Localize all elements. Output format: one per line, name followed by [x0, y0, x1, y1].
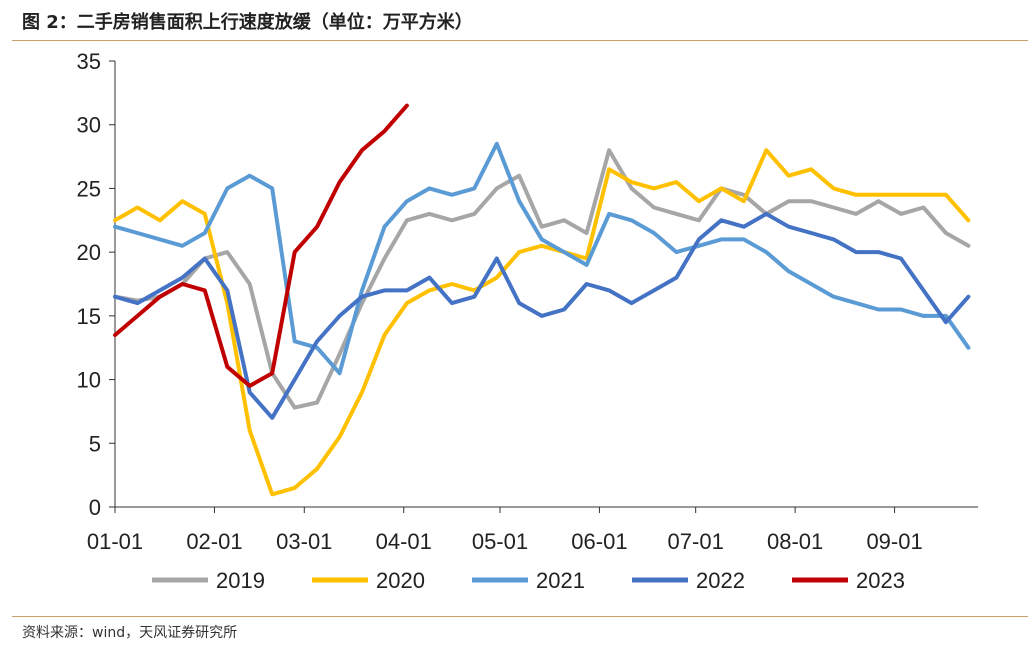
source-note: 资料来源：wind，天风证券研究所: [22, 625, 238, 641]
x-tick-label: 07-01: [668, 529, 724, 554]
y-tick-label: 5: [89, 431, 101, 456]
legend-label-2021: 2021: [536, 568, 585, 593]
series-line-2023: [113, 103, 409, 388]
series-line-2019: [113, 148, 971, 410]
bottom-divider: [12, 616, 1028, 617]
x-tick-label: 02-01: [186, 529, 242, 554]
x-tick-label: 03-01: [276, 529, 332, 554]
x-tick-label: 05-01: [472, 529, 528, 554]
legend: 2019 2020 2021 2022 2023: [152, 568, 905, 593]
x-tick-label: 08-01: [767, 529, 823, 554]
y-tick-label: 0: [89, 495, 101, 520]
series-line-2021: [113, 141, 971, 376]
x-tick-label: 06-01: [571, 529, 627, 554]
series-line-2020: [113, 148, 971, 497]
x-tick-label: 09-01: [866, 529, 922, 554]
x-tick-label: 01-01: [87, 529, 143, 554]
top-divider: [12, 40, 1028, 41]
series-lines: [113, 103, 971, 497]
legend-label-2023: 2023: [856, 568, 905, 593]
chart-title: 图 2：二手房销售面积上行速度放缓（单位：万平方米）: [22, 12, 473, 33]
series-line-2022: [113, 211, 971, 420]
y-tick-label: 30: [77, 113, 101, 138]
axes: 0 5 10 15 20 25 30 35 01-01 02-01 03-01 04-01 05-01 0…: [77, 49, 978, 554]
y-tick-label: 25: [77, 176, 101, 201]
y-tick-label: 20: [77, 240, 101, 265]
y-tick-label: 10: [77, 368, 101, 393]
x-tick-label: 04-01: [376, 529, 432, 554]
y-tick-label: 35: [77, 49, 101, 74]
legend-label-2022: 2022: [696, 568, 745, 593]
y-tick-label: 15: [77, 304, 101, 329]
legend-label-2019: 2019: [216, 568, 265, 593]
legend-label-2020: 2020: [376, 568, 425, 593]
